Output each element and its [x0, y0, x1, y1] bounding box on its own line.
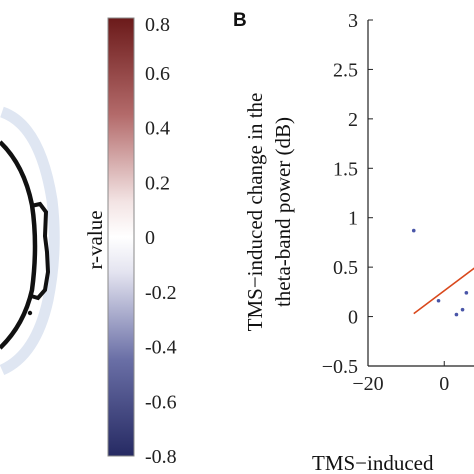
electrode-marker [27, 310, 33, 316]
y-axis-title-line-1: TMS−induced change in the [243, 93, 267, 332]
colorbar-tick-label: -0.2 [145, 282, 177, 304]
scatter-point [436, 298, 441, 303]
fit-line [413, 267, 474, 315]
scatter-point [454, 312, 459, 317]
topomap [0, 106, 60, 376]
colorbar-tick-label: 0.4 [145, 118, 170, 140]
y-tick-label: 0 [348, 307, 358, 329]
colorbar-tick-label: -0.4 [145, 337, 177, 359]
colorbar-tick-label: 0.6 [145, 63, 170, 85]
colorbar-label: r-value [83, 210, 107, 269]
x-tick-label: −20 [352, 373, 383, 395]
colorbar-tick-label: -0.8 [145, 446, 177, 468]
plot-axes [367, 20, 474, 367]
colorbar-tick-label: 0.8 [145, 14, 170, 36]
colorbar-tick-label: 0 [145, 227, 155, 249]
data-points [411, 228, 469, 317]
scatter-plot: TMS−induced change in the theta-band pow… [243, 10, 474, 474]
scatter-point [460, 307, 465, 312]
scatter-point [411, 228, 416, 233]
x-tick-label: 0 [439, 373, 449, 395]
x-ticks: −20 0 [352, 361, 449, 395]
scatter-point [464, 291, 469, 295]
ear-outline [30, 201, 51, 301]
y-tick-label: 2.5 [333, 59, 358, 81]
y-tick-label: 2 [348, 109, 358, 131]
colorbar-tick-label: 0.2 [145, 172, 170, 194]
topomap-outer-ring [0, 106, 60, 376]
x-axis-title: TMS−induced [312, 451, 434, 474]
colorbar: 0.8 0.6 0.4 0.2 0 -0.2 -0.4 -0.6 -0.8 r-value [83, 14, 177, 468]
colorbar-gradient [107, 17, 135, 457]
y-tick-label: −0.5 [322, 356, 358, 378]
y-axis-title-line-2: theta-band power (dB) [271, 117, 295, 307]
y-tick-label: 0.5 [333, 257, 358, 279]
y-ticks: 3 2.5 2 1.5 1 0.5 0 −0.5 [322, 10, 373, 378]
fit-line-group [413, 267, 474, 315]
y-tick-label: 1.5 [333, 158, 358, 180]
head-outline [0, 140, 38, 350]
y-tick-label: 3 [348, 10, 358, 32]
y-tick-label: 1 [348, 208, 358, 230]
colorbar-tick-label: -0.6 [145, 391, 177, 413]
panel-label-b: B [233, 10, 247, 31]
colorbar-ticks: 0.8 0.6 0.4 0.2 0 -0.2 -0.4 -0.6 -0.8 [145, 14, 177, 468]
